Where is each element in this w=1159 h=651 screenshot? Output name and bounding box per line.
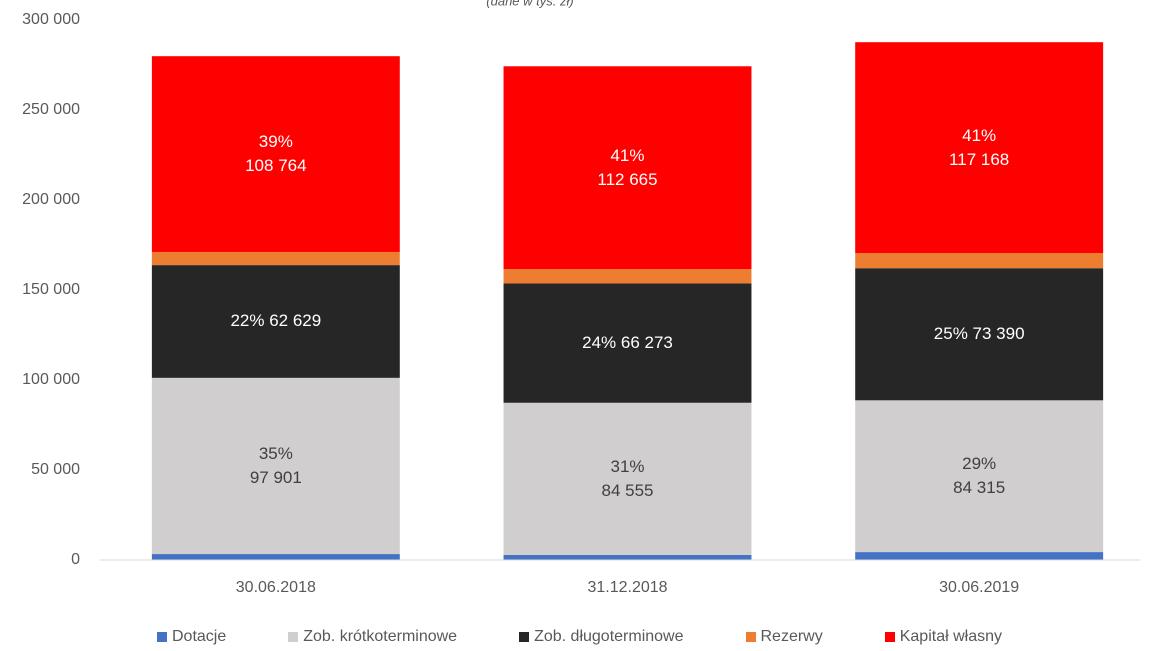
y-tick-label: 150 000 [22,281,80,298]
legend-label: Kapitał własny [899,628,1003,645]
bar-segment [855,268,1104,401]
bar-segment [151,56,400,252]
bar-segment [855,552,1104,560]
bar-segment [503,269,752,284]
x-tick-label: 31.12.2018 [587,579,667,596]
y-tick-label: 200 000 [22,191,80,208]
legend-label: Rezerwy [760,628,823,645]
legend: Dotacje Zob. krótkoterminowe Zob. długoter… [0,628,1159,646]
legend-swatch [519,632,530,642]
chart-subtitle: (dane w tys. zł) [486,0,573,8]
data-label: 39% 108 764 [245,132,307,176]
legend-swatch [745,632,756,642]
legend-item: Dotacje [156,628,227,646]
legend-item: Zob. krótkoterminowe [288,628,457,646]
data-label: 41% 112 665 [597,145,658,189]
legend-item: Rezerwy [745,628,823,646]
legend-item: Zob. długoterminowe [519,628,684,646]
bar-segment [151,251,400,266]
y-tick-label: 100 000 [22,371,80,388]
y-tick-label: 0 [71,551,80,568]
bar-segment [503,402,752,555]
legend-label: Dotacje [171,628,227,645]
data-label: 29% 84 315 [953,454,1006,498]
x-tick-label: 30.06.2019 [939,579,1019,596]
x-tick-label: 30.06.2018 [236,579,316,596]
legend-label: Zob. długoterminowe [534,628,684,645]
data-label: 41% 117 168 [949,125,1010,169]
data-label: 25% 73 390 [933,324,1025,344]
bar-segment [855,400,1104,553]
bar-segment [151,554,400,560]
bar-segment [503,66,752,270]
data-label: 35% 97 901 [249,443,302,487]
bar-segment [151,265,400,378]
y-tick-label: 50 000 [31,461,80,478]
bar-segment [855,42,1104,254]
legend-swatch [884,632,895,642]
bar-segment [503,554,752,560]
y-tick-label: 300 000 [22,11,80,28]
legend-label: Zob. krótkoterminowe [303,628,458,645]
bar-segment [855,253,1104,269]
legend-item: Kapitał własny [884,628,1003,646]
y-tick-label: 250 000 [22,101,80,118]
data-label: 22% 62 629 [230,311,322,331]
legend-swatch [288,632,299,642]
bar-segment [503,283,752,403]
data-label: 31% 84 555 [601,456,654,500]
bar-segment [151,377,400,555]
legend-swatch [156,632,167,642]
data-label: 24% 66 273 [582,333,673,353]
